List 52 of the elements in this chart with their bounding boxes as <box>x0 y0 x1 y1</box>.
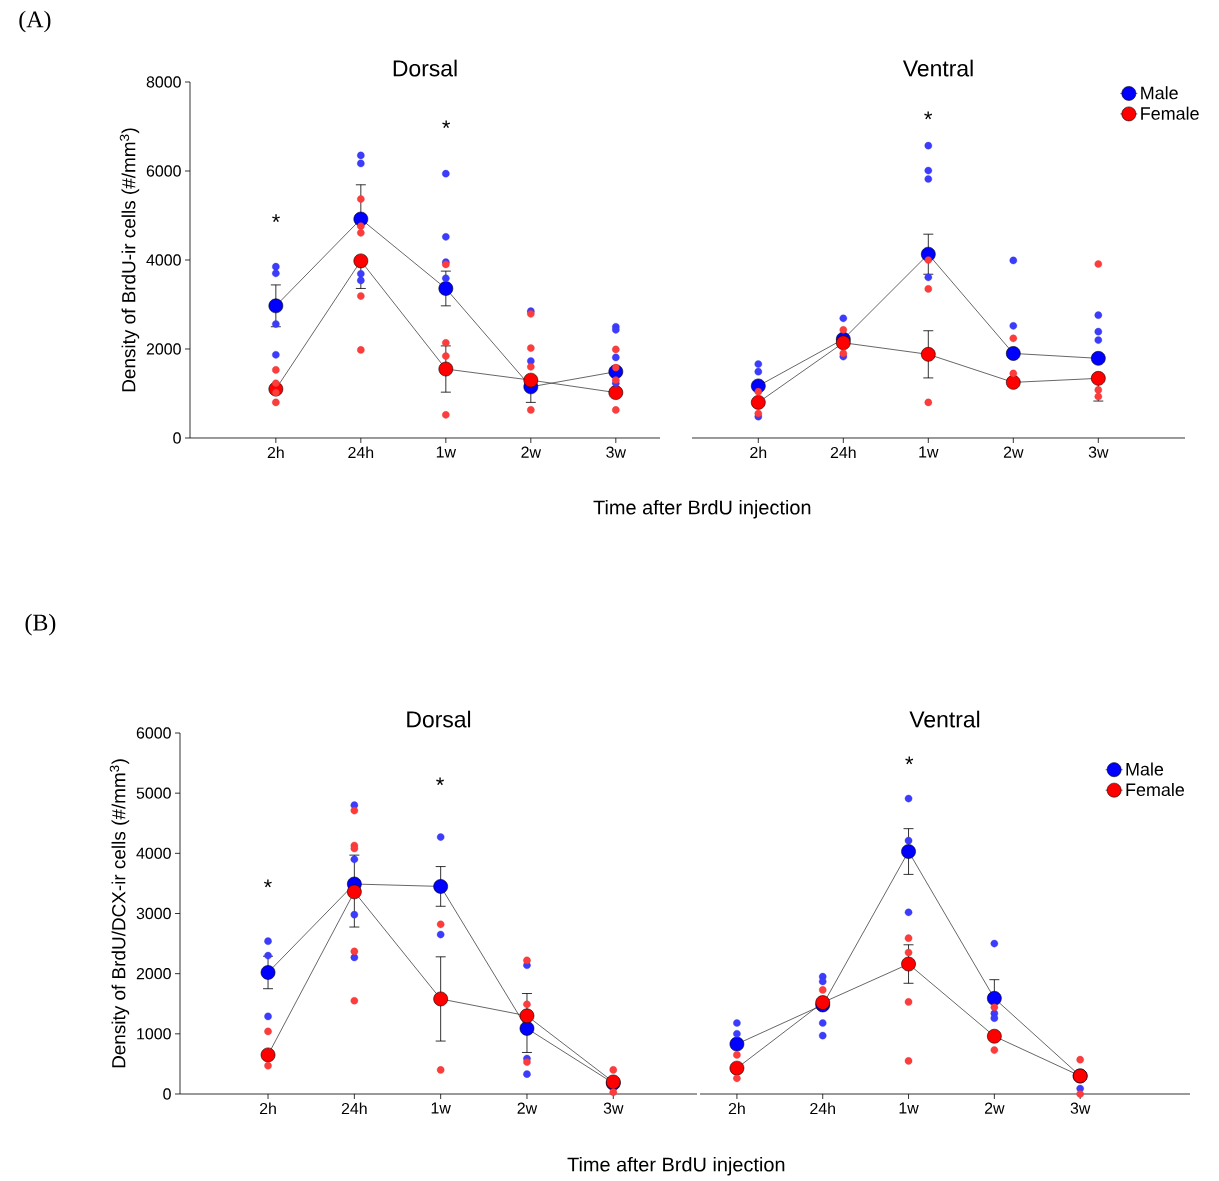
x-tick-label: 24h <box>810 1102 835 1115</box>
y-tick-label: 6000 <box>136 727 171 739</box>
text: (A) <box>19 10 51 33</box>
chart-title: Ventral <box>909 710 980 728</box>
y-axis-title: Density of BrdU/DCX-ir cells (#/mm$^{3}$) <box>109 759 130 1068</box>
annotation: * <box>263 879 272 888</box>
legend-label: Female <box>1141 106 1199 120</box>
x-tick-label: 24h <box>341 1102 367 1115</box>
x-tick-label: 2h <box>259 1102 276 1115</box>
y-tick-label: 8000 <box>146 76 181 88</box>
x-tick-label: 3w <box>1088 446 1109 458</box>
chart-title: Dorsal <box>393 59 457 77</box>
annotation: * <box>905 756 914 765</box>
legend-label: Female <box>1126 782 1185 797</box>
annotation: * <box>272 214 280 223</box>
x-tick-label: 3w <box>606 446 627 458</box>
x-tick-label: 1w <box>431 1102 451 1114</box>
annotation: * <box>442 120 451 129</box>
y-tick-label: 6000 <box>146 165 181 177</box>
x-tick-label: 2w <box>517 1102 538 1114</box>
x-tick-label: 1w <box>899 1102 919 1114</box>
x-tick-label: 2w <box>1003 446 1024 458</box>
text: (B) <box>25 613 56 636</box>
x-tick-label: 1w <box>436 446 457 458</box>
x-axis-title: Time after BrdU injection <box>567 1156 785 1176</box>
y-tick-label: 5000 <box>136 787 171 799</box>
y-tick-label: 1000 <box>137 1028 171 1040</box>
annotation: * <box>436 777 444 786</box>
x-tick-label: 24h <box>348 446 374 459</box>
y-tick-label: 4000 <box>146 254 181 266</box>
x-tick-label: 2h <box>728 1102 745 1115</box>
y-tick-label: 4000 <box>136 847 171 859</box>
annotation: * <box>924 111 933 120</box>
chart-title: Dorsal <box>407 710 471 728</box>
x-tick-label: 2w <box>984 1102 1005 1114</box>
x-tick-label: 24h <box>830 446 856 459</box>
x-tick-label: 3w <box>603 1102 624 1114</box>
y-tick-label: 0 <box>163 1088 171 1100</box>
x-tick-label: 1w <box>919 446 939 458</box>
x-axis-title: Time after BrdU injection <box>593 499 811 519</box>
x-tick-label: 2w <box>521 446 542 458</box>
y-tick-label: 0 <box>173 432 181 444</box>
x-tick-label: 2h <box>267 446 284 459</box>
y-tick-label: 2000 <box>146 343 181 355</box>
x-tick-label: 2h <box>750 446 767 459</box>
chart-title: Ventral <box>902 59 973 77</box>
y-tick-label: 3000 <box>136 907 171 920</box>
x-tick-label: 3w <box>1070 1102 1091 1114</box>
legend-label: Male <box>1141 86 1178 100</box>
y-tick-label: 2000 <box>136 968 171 980</box>
legend-label: Male <box>1126 762 1164 776</box>
y-axis-title: Density of BrdU-ir cells (#/mm$^{3}$) <box>119 128 140 392</box>
